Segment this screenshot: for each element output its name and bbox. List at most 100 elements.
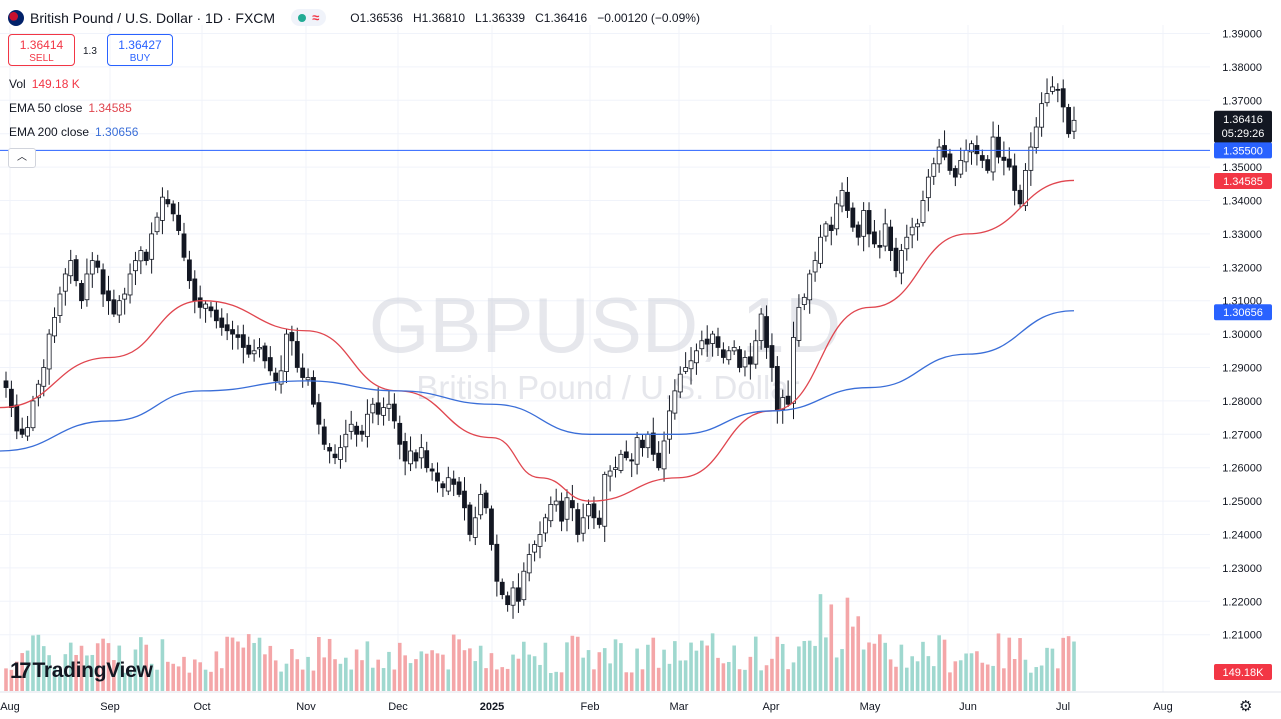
candle-up [683,367,689,372]
y-tick-label: 1.35000 [1222,162,1262,174]
x-tick-label: Aug [0,701,20,713]
last-price-badge[interactable]: 1.36416 05:29:26 [1214,110,1272,143]
tradingview-logo[interactable]: 17 TradingView [10,658,153,684]
volume-bar [559,672,564,691]
volume-legend[interactable]: Vol 149.18 K [9,77,80,91]
volume-bar [694,650,699,691]
candle-down [402,441,408,462]
x-tick-label: 2025 [480,701,504,713]
ema50-badge-text: 1.34585 [1223,176,1263,188]
buy-button[interactable]: 1.36427 BUY [107,34,173,66]
volume-bar [133,649,138,691]
volume-bar [635,648,639,691]
candle-up [84,273,90,301]
volume-bar [953,661,958,691]
candle-down [952,168,958,178]
volume-bar [689,642,693,691]
candle-up [89,260,95,275]
candle-up [381,407,386,416]
candle-up [1028,146,1034,171]
candle-up [694,350,699,364]
ema50-badge[interactable]: 1.34585 [1214,172,1272,189]
symbol-title[interactable]: British Pound / U.S. Dollar · 1D · FXCM [30,9,276,26]
ema200-legend[interactable]: EMA 200 close 1.30656 [9,125,138,139]
volume-bar [1066,636,1071,691]
candle-down [516,587,521,602]
candle-up [46,333,52,370]
volume-bar [829,604,834,691]
ema50-legend[interactable]: EMA 50 close 1.34585 [9,101,132,115]
candle-down [494,543,500,582]
volume-bar [867,642,871,691]
volume-bar [975,651,979,691]
volume-bar [489,653,494,691]
volume-bar [236,641,240,691]
volume-bar [187,672,192,691]
x-tick-label: Mar [670,701,689,713]
volume-bar [322,657,327,691]
candle-up [780,397,786,410]
candle-up [127,273,133,296]
candle-up [699,340,705,350]
close-label: C [535,10,544,25]
volume-bar [910,656,914,691]
volume-bar [36,634,41,691]
candle-up [1033,126,1039,149]
candle-up [41,367,47,387]
volume-bar [468,648,472,691]
candle-down [462,490,467,509]
candle-up [564,497,570,520]
candle-down [1001,156,1007,161]
volume-bar [457,639,461,691]
candle-up [677,373,683,393]
candle-down [747,356,753,365]
y-tick-label: 1.39000 [1222,29,1262,41]
volume-bar [112,660,116,691]
volume-bar [117,645,122,691]
volume-bar [101,638,105,691]
ema50-value: 1.34585 [88,101,132,115]
candle-down [332,453,338,459]
volume-bar [473,661,478,691]
candle-up [672,390,678,414]
volume-bar [144,644,149,691]
candle-down [170,203,176,215]
market-status-pill[interactable]: ≈ [291,9,327,26]
volume-bar [629,672,634,691]
volume-badge[interactable]: 149.18K [1214,664,1272,680]
candle-up [478,494,484,516]
volume-bar [333,659,337,691]
candle-down [213,309,219,322]
volume-bar [586,650,591,691]
ema200-badge[interactable]: 1.30656 [1214,304,1272,321]
volume-bar [4,668,8,691]
volume-bar [834,657,839,691]
volume-bar [74,654,78,691]
collapse-legend-button[interactable]: ︿ [8,148,36,168]
sell-button[interactable]: 1.36414 SELL [8,34,75,66]
volume-bar [851,626,855,691]
candle-down [311,377,316,405]
hline-badge-bg [1214,142,1272,159]
low-label: L [475,10,482,25]
candle-down [262,345,268,362]
candle-up [801,296,807,305]
candle-down [354,425,360,435]
volume-bar [732,645,736,691]
volume-bar [58,669,62,691]
candle-up [521,570,527,601]
volume-bar [931,666,936,691]
candle-up [1071,119,1077,132]
volume-bar [883,642,888,691]
volume-bar [565,642,569,691]
candle-up [526,554,532,574]
candle-up [580,517,586,534]
volume-bar [856,616,861,691]
volume-bar [500,667,505,691]
candle-up [445,477,451,492]
candle-down [8,388,14,408]
settings-gear-icon[interactable]: ⚙ [1239,698,1253,715]
candle-down [429,468,435,472]
hline-badge[interactable]: 1.35500 [1214,142,1272,159]
